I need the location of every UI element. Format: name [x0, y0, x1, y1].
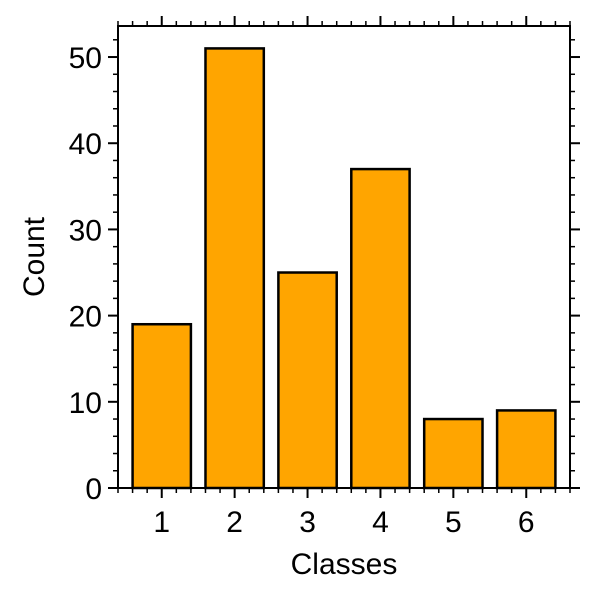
bar-6: [495, 409, 557, 490]
x-tick-label: 1: [153, 506, 170, 539]
plot-frame: [117, 25, 571, 489]
y-tick-label: 50: [69, 42, 102, 75]
x-tick-label: 6: [518, 506, 535, 539]
bars-layer: [131, 47, 557, 490]
y-tick-label: 0: [85, 473, 102, 506]
y-tick-label: 20: [69, 301, 102, 334]
x-axis-label: Classes: [291, 548, 398, 581]
x-tick-label: 5: [445, 506, 462, 539]
bar-2: [204, 47, 266, 490]
bar-4: [350, 167, 411, 490]
bar-3: [277, 271, 338, 490]
y-tick-label: 40: [69, 128, 102, 161]
x-tick-label: 4: [372, 506, 389, 539]
y-tick-label: 30: [69, 214, 102, 247]
bar-5: [422, 417, 484, 490]
x-tick-label: 2: [226, 506, 243, 539]
y-tick-label: 10: [69, 387, 102, 420]
plot-background: [118, 26, 570, 488]
y-axis-label: Count: [18, 216, 51, 297]
x-tick-label: 3: [299, 506, 316, 539]
bar-1: [131, 322, 193, 490]
